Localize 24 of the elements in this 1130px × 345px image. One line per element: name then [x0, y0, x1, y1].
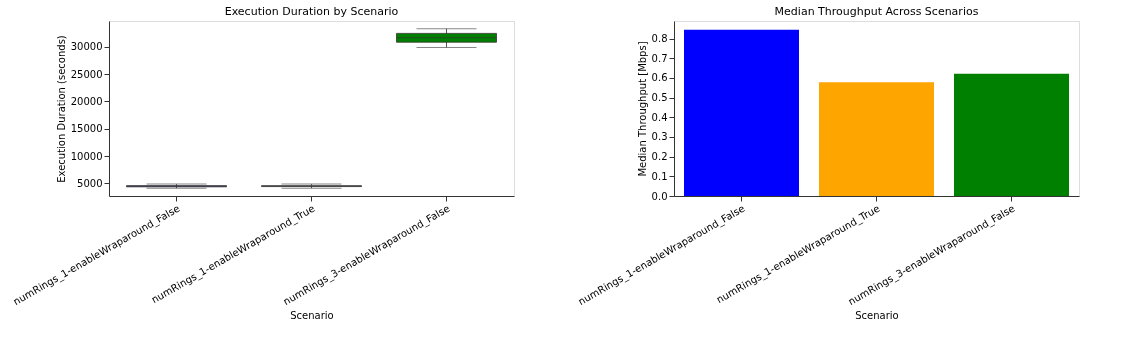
y-tick-label: 0.0 — [651, 190, 668, 202]
y-tick-label: 5000 — [77, 177, 103, 189]
y-tick-label: 0.6 — [651, 72, 668, 84]
bar — [954, 73, 1069, 196]
bar — [819, 82, 934, 196]
y-axis-title: Execution Duration (seconds) — [55, 35, 67, 183]
y-tick-label: 0.4 — [651, 111, 668, 123]
x-axis-title: Scenario — [290, 310, 334, 322]
x-axis-title: Scenario — [855, 310, 899, 322]
y-tick-label: 15000 — [70, 123, 103, 135]
chart-title: Median Throughput Across Scenarios — [774, 5, 979, 18]
y-tick-label: 0.3 — [651, 131, 668, 143]
y-tick-label: 0.5 — [651, 92, 668, 104]
y-tick-label: 25000 — [70, 68, 103, 80]
y-tick-label: 10000 — [70, 150, 103, 162]
y-tick-label: 0.1 — [651, 170, 668, 182]
bar — [684, 29, 799, 196]
y-tick-label: 30000 — [70, 41, 103, 53]
y-tick-label: 0.8 — [651, 33, 668, 45]
y-tick-label: 0.7 — [651, 52, 668, 64]
chart-title: Execution Duration by Scenario — [224, 5, 399, 18]
y-tick-label: 0.2 — [651, 151, 668, 163]
y-tick-label: 20000 — [70, 95, 103, 107]
y-axis-title: Median Throughput [Mbps] — [636, 41, 648, 177]
